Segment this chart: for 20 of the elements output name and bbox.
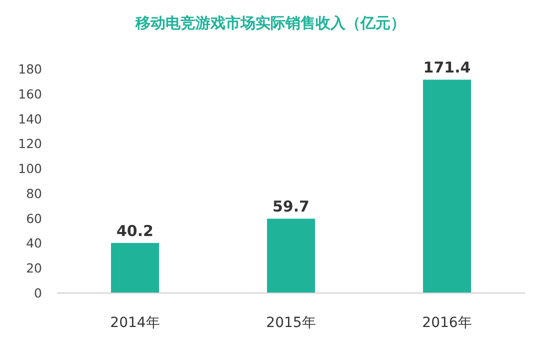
x-tick-label: 2014年 — [110, 315, 160, 331]
y-tick-label: 60 — [26, 210, 42, 226]
data-label: 171.4 — [423, 58, 471, 77]
y-tick-label: 160 — [18, 86, 42, 102]
data-label: 40.2 — [116, 222, 154, 240]
x-tick-label: 2015年 — [266, 315, 316, 331]
y-tick-label: 180 — [18, 62, 42, 76]
data-label: 59.7 — [272, 198, 310, 216]
bar — [111, 242, 159, 293]
bar — [423, 80, 471, 293]
y-tick-label: 40 — [26, 236, 42, 251]
y-tick-label: 120 — [18, 136, 42, 152]
y-tick-label: 140 — [18, 111, 42, 126]
y-tick-label: 80 — [26, 186, 42, 201]
chart-title: 移动电竞游戏市场实际销售收入（亿元） — [134, 14, 406, 32]
y-tick-label: 100 — [18, 161, 42, 176]
y-tick-label: 0 — [34, 286, 42, 300]
y-tick-label: 20 — [26, 260, 42, 276]
bar — [267, 218, 315, 293]
x-tick-label: 2016年 — [422, 315, 472, 331]
